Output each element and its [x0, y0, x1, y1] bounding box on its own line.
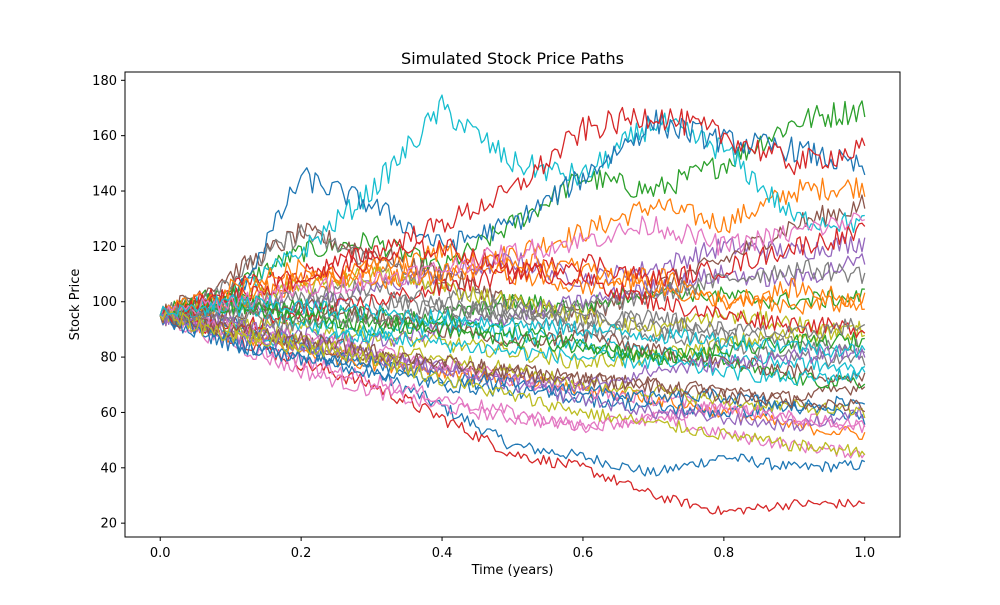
series-line — [159, 310, 866, 458]
x-tick-label: 0.6 — [573, 546, 594, 561]
y-tick-label: 100 — [92, 295, 117, 310]
y-tick-label: 120 — [92, 240, 117, 255]
y-tick-label: 40 — [100, 461, 117, 476]
series-line — [159, 212, 866, 319]
series-line — [159, 238, 866, 339]
y-axis: 20 40 60 80 100 120 140 160 180 — [92, 74, 125, 532]
x-tick-label: 1.0 — [854, 546, 875, 561]
series-line — [159, 298, 866, 340]
x-axis: 0.0 0.2 0.4 0.6 0.8 1.0 — [150, 537, 875, 561]
y-tick-label: 80 — [100, 351, 117, 366]
series-line — [159, 100, 866, 322]
series-line — [159, 309, 866, 413]
series-line — [159, 94, 865, 324]
x-tick-label: 0.0 — [150, 546, 171, 561]
series-line — [159, 314, 866, 459]
series-line — [159, 222, 866, 334]
plot-frame — [124, 71, 901, 538]
x-tick-label: 0.4 — [432, 546, 453, 561]
series-line — [159, 266, 866, 341]
y-tick-label: 60 — [100, 406, 117, 421]
y-axis-label: Stock Price — [68, 269, 83, 341]
y-tick-label: 160 — [92, 129, 117, 144]
chart-title: Simulated Stock Price Paths — [401, 49, 624, 68]
series-lines — [159, 94, 866, 516]
series-line — [159, 259, 866, 324]
y-tick-label: 140 — [92, 185, 117, 200]
x-axis-label: Time (years) — [471, 563, 554, 578]
series-line — [159, 311, 866, 434]
y-tick-label: 180 — [92, 74, 117, 89]
series-line — [159, 294, 866, 358]
series-line — [159, 310, 866, 419]
x-tick-label: 0.8 — [714, 546, 735, 561]
x-tick-label: 0.2 — [291, 546, 312, 561]
y-tick-label: 20 — [100, 517, 117, 532]
